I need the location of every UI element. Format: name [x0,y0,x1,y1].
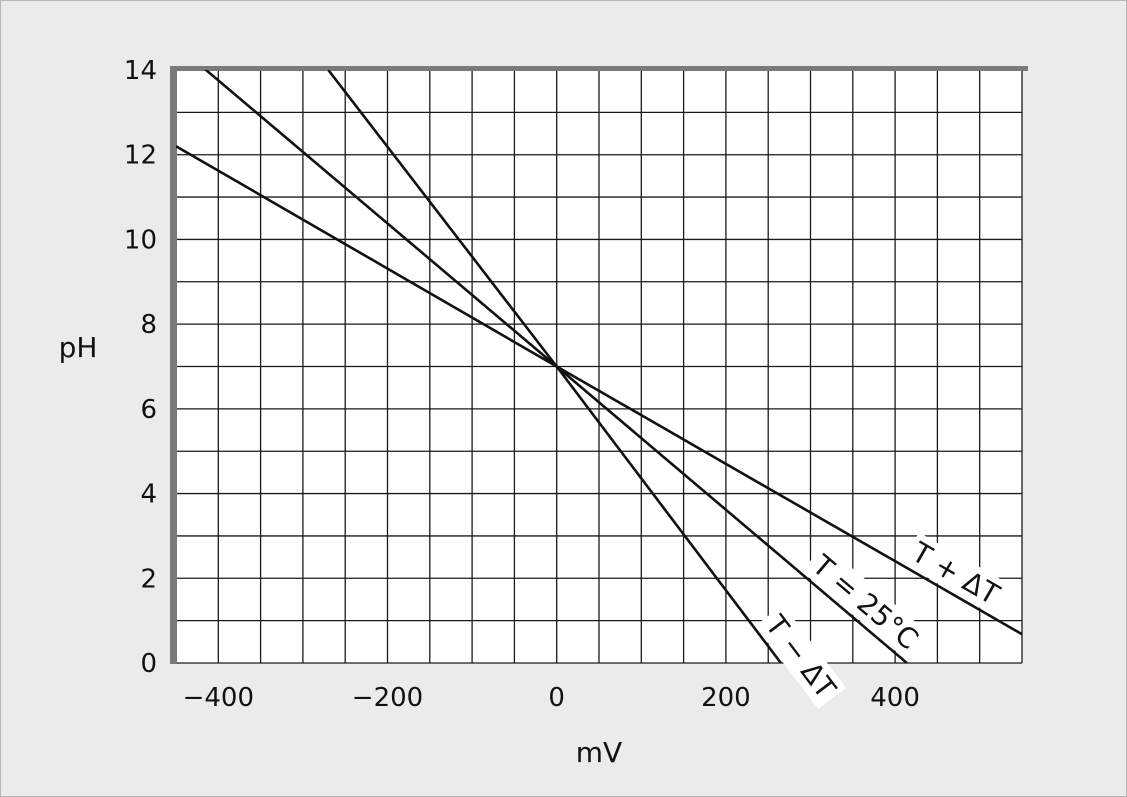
series-group [176,70,1022,663]
curve-label-bg-3 [901,532,1010,615]
curve-label-bg-2 [801,544,929,660]
plot-top-edge [170,66,1028,71]
x-tick-label: −200 [352,683,423,713]
x-tick-labels: −400 −200 0 200 400 [183,683,920,713]
grid-lines [175,69,1023,664]
series-line-3 [176,145,1022,636]
y-tick-label: 12 [124,141,157,171]
y-tick-label: 0 [140,649,157,679]
y-tick-label: 2 [140,564,157,594]
x-axis-label: mV [576,736,622,769]
plot-left-edge [170,66,177,664]
y-tick-label: 8 [140,310,157,340]
x-tick-label: 0 [548,683,565,713]
y-tick-label: 6 [140,395,157,425]
x-tick-label: 400 [870,683,920,713]
y-axis-label: pH [59,331,98,364]
y-tick-label: 14 [124,56,157,86]
y-tick-labels: 0 2 4 6 8 10 12 14 [124,56,157,679]
y-tick-label: 4 [140,480,157,510]
x-tick-label: 200 [701,683,751,713]
y-tick-label: 10 [124,225,157,255]
curve-label-bg-1 [755,604,847,710]
x-tick-label: −400 [183,683,254,713]
